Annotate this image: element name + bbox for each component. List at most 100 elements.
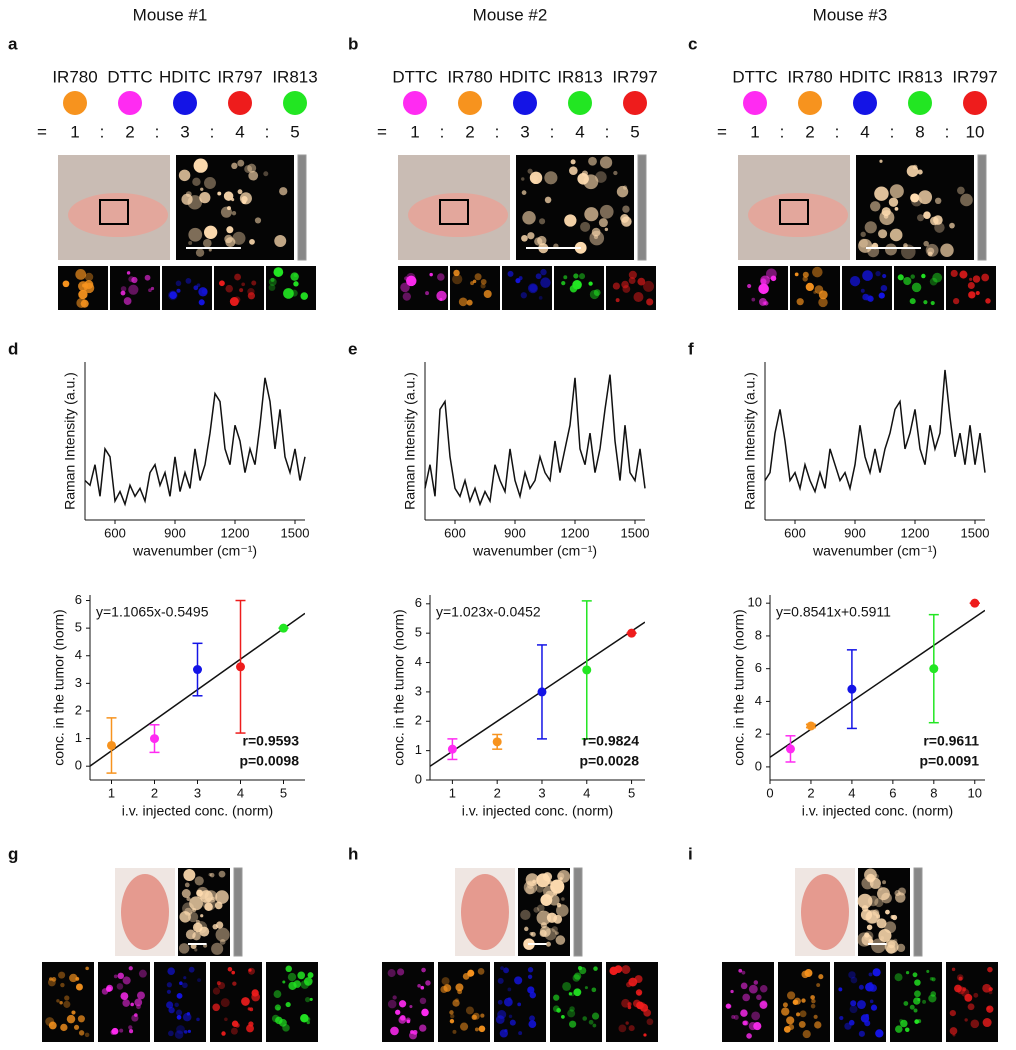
image-pixel (123, 297, 132, 305)
tumor (801, 874, 849, 950)
image-pixel (84, 272, 94, 282)
image-pixel (988, 987, 993, 992)
point (447, 744, 457, 754)
image-pixel (178, 169, 191, 182)
fit-line (430, 621, 645, 767)
image-pixel (621, 280, 629, 289)
image-pixel (870, 201, 881, 212)
x-tick-label: 10 (968, 785, 982, 800)
ratio-value: 4 (575, 122, 584, 141)
x-tick-label: 1200 (561, 525, 590, 540)
image-pixel (865, 911, 879, 924)
y-axis-label: conc. in the tumor (norm) (51, 609, 67, 765)
image-pixel (263, 171, 269, 177)
image-pixel (544, 196, 552, 204)
x-tick-label: 2 (151, 785, 158, 800)
x-axis-label: wavenumber (cm⁻¹) (132, 543, 257, 559)
image-pixel (527, 986, 535, 994)
ratio-separator: : (835, 122, 840, 141)
image-pixel (419, 1024, 427, 1032)
y-tick-label: 0 (75, 758, 82, 773)
image-pixel (818, 974, 824, 980)
image-pixel (268, 284, 276, 291)
image-pixel (637, 991, 642, 996)
image-pixel (241, 282, 246, 287)
image-pixel (801, 998, 806, 1003)
image-pixel (223, 191, 234, 201)
x-tick-label: 1500 (281, 525, 310, 540)
image-pixel (883, 214, 889, 219)
image-pixel (196, 1017, 200, 1022)
image-pixel (885, 243, 897, 256)
image-pixel (529, 284, 538, 293)
image-pixel (539, 218, 546, 225)
image-pixel (588, 281, 593, 286)
mouse-body (68, 193, 168, 237)
image-pixel (880, 284, 888, 292)
colorbar (233, 867, 243, 957)
image-pixel (866, 924, 873, 931)
image-pixel (839, 1016, 844, 1021)
image-pixel (848, 1019, 855, 1026)
image-pixel (895, 1025, 903, 1033)
image-pixel (63, 1000, 71, 1008)
image-pixel (758, 283, 769, 295)
image-pixel (882, 273, 887, 279)
image-pixel (910, 274, 915, 279)
y-axis-label: conc. in the tumor (norm) (731, 609, 747, 765)
image-pixel (235, 1023, 240, 1028)
image-pixel (528, 1020, 537, 1029)
image-pixel (237, 189, 243, 195)
image-pixel (931, 977, 936, 982)
image-pixel (231, 162, 238, 170)
dye-dot (623, 91, 647, 115)
image-pixel (875, 270, 881, 277)
y-tick-label: 1 (415, 742, 422, 757)
mouse-body (748, 193, 848, 237)
dye-dot (403, 91, 427, 115)
panel-letter: d (8, 339, 18, 358)
image-pixel (614, 965, 623, 974)
ratio-prefix: = (37, 122, 47, 141)
image-pixel (300, 292, 309, 300)
image-pixel (527, 974, 533, 979)
image-pixel (878, 928, 892, 943)
image-pixel (421, 967, 426, 973)
image-pixel (540, 268, 547, 276)
image-pixel (437, 273, 445, 281)
image-pixel (518, 276, 523, 281)
image-pixel (246, 1024, 254, 1033)
image-pixel (247, 163, 257, 173)
image-pixel (474, 273, 482, 281)
image-pixel (781, 1007, 790, 1016)
image-pixel (425, 980, 431, 986)
image-pixel (914, 979, 921, 986)
image-pixel (48, 1021, 57, 1030)
image-pixel (962, 987, 967, 992)
point (279, 623, 288, 633)
image-pixel (894, 890, 901, 897)
panel-letter: i (688, 844, 693, 863)
image-pixel (254, 217, 262, 224)
image-pixel (901, 244, 916, 260)
image-pixel (930, 300, 935, 306)
image-pixel (219, 939, 226, 945)
image-pixel (449, 1018, 455, 1024)
y-tick-label: 2 (75, 702, 82, 717)
y-tick-label: 0 (415, 771, 422, 786)
image-pixel (918, 190, 933, 205)
image-pixel (69, 973, 78, 983)
image-pixel (968, 291, 976, 299)
image-pixel (599, 156, 613, 169)
image-pixel (390, 1026, 399, 1036)
image-pixel (865, 982, 874, 992)
image-pixel (770, 275, 777, 282)
image-pixel (894, 206, 899, 211)
image-pixel (185, 929, 196, 940)
image-pixel (209, 872, 215, 878)
image-pixel (911, 282, 922, 293)
y-tick-label: 5 (415, 625, 422, 640)
image-pixel (881, 207, 891, 217)
image-pixel (858, 238, 873, 253)
image-pixel (304, 997, 311, 1003)
